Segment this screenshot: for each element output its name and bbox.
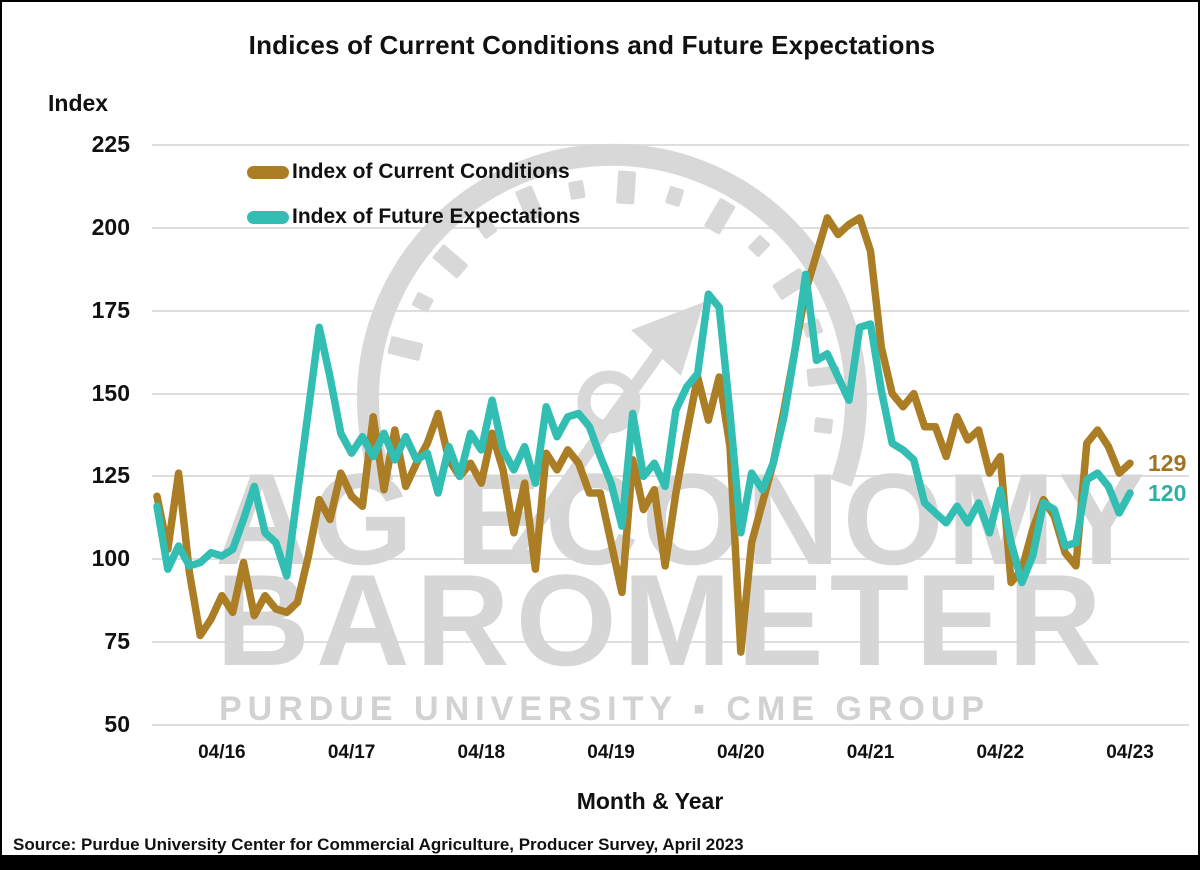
watermark-text-line2: BAROMETER <box>216 547 1108 693</box>
gridline-50 <box>152 724 1189 726</box>
x-tick-label-04/23: 04/23 <box>1106 742 1154 763</box>
y-axis-title: Index <box>48 90 109 116</box>
x-tick-label-04/22: 04/22 <box>976 742 1025 763</box>
x-tick-label-04/19: 04/19 <box>587 742 635 763</box>
gauge-dash <box>515 185 544 222</box>
gauge-dash <box>748 235 770 257</box>
gauge-ring-arc <box>357 143 867 487</box>
legend-swatch-future-expectations-icon <box>247 211 289 224</box>
gauge-dash <box>665 186 684 207</box>
bottom-black-bar <box>2 855 1198 868</box>
gridline-100 <box>152 558 1189 561</box>
gauge-tick-dashes <box>387 170 841 434</box>
x-tick-label-04/21: 04/21 <box>846 742 895 763</box>
y-tick-label-75: 75 <box>104 628 130 655</box>
gridline-75 <box>152 641 1189 644</box>
y-tick-label-150: 150 <box>91 379 130 406</box>
x-tick-label-04/18: 04/18 <box>457 742 506 763</box>
legend-label-current-conditions: Index of Current Conditions <box>292 160 570 183</box>
end-value-future-expectations: 120 <box>1148 480 1187 506</box>
y-tick-label-225: 225 <box>91 131 130 157</box>
watermark-text-line3: PURDUE UNIVERSITY ▪ CME GROUP <box>219 690 991 728</box>
y-tick-label-200: 200 <box>91 213 130 240</box>
gauge-dash <box>704 198 736 235</box>
y-tick-label-125: 125 <box>91 462 130 489</box>
line-future-expectations <box>153 270 1134 587</box>
gauge-arrowhead-icon <box>631 302 704 376</box>
gauge-dash <box>387 336 424 361</box>
gauge-dash <box>475 217 498 239</box>
gridline-200 <box>152 226 1189 229</box>
gridline-225 <box>152 144 1189 146</box>
y-tick-label-175: 175 <box>91 296 130 323</box>
x-tick-label-04/17: 04/17 <box>327 742 376 763</box>
source-caption: Source: Purdue University Center for Com… <box>13 835 744 854</box>
gauge-dash <box>411 292 434 313</box>
gridline-125 <box>152 475 1189 478</box>
x-axis-title: Month & Year <box>576 788 724 814</box>
gauge-dash <box>616 170 637 205</box>
legend-swatch-current-conditions-icon <box>247 166 289 179</box>
gauge-dash <box>568 180 586 200</box>
gauge-dash <box>813 417 834 434</box>
gauge-dash <box>432 244 468 279</box>
gauge-dash <box>772 268 809 300</box>
x-tick-label-04/20: 04/20 <box>717 742 765 763</box>
gridline-150 <box>152 392 1189 395</box>
y-tick-label-50: 50 <box>104 711 130 737</box>
x-tick-label-04/16: 04/16 <box>198 742 246 763</box>
gridline-175 <box>152 309 1189 312</box>
line-current-conditions <box>153 214 1134 656</box>
chart-title: Indices of Current Conditions and Future… <box>248 30 936 60</box>
gauge-hub-icon <box>577 370 641 434</box>
end-value-current-conditions: 129 <box>1148 450 1187 477</box>
y-tick-label-100: 100 <box>91 545 130 572</box>
legend-label-future-expectations: Index of Future Expectations <box>292 205 581 228</box>
